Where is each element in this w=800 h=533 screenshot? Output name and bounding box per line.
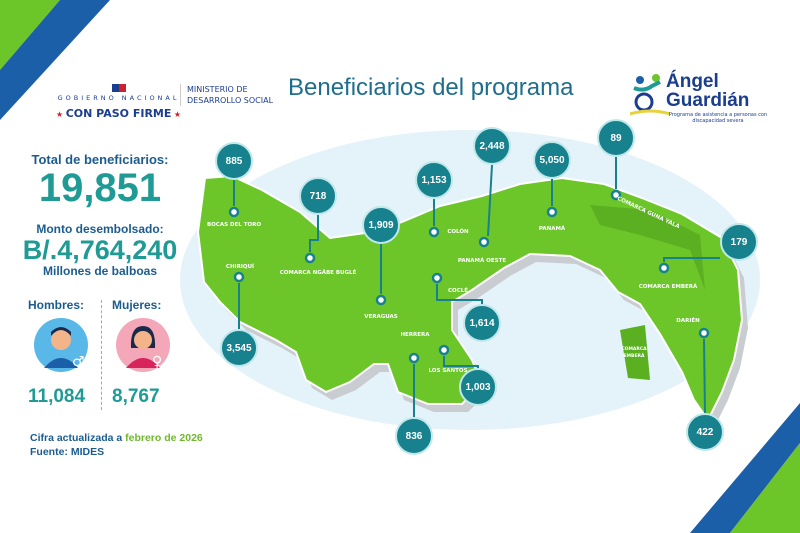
flag-icon xyxy=(111,84,126,92)
page-title: Beneficiarios del programa xyxy=(288,74,574,101)
region-label-veraguas: VERAGUAS xyxy=(364,314,398,320)
location-pin-icon xyxy=(658,262,670,274)
comarca-guna-yala-region xyxy=(590,205,705,290)
government-logo: GOBIERNO NACIONAL ★ CON PASO FIRME ★ xyxy=(56,84,181,121)
connector-lines xyxy=(233,157,720,417)
value-bubble-chiriqui: 3,545 xyxy=(220,329,258,367)
amount-value: B/.4,764,240 xyxy=(22,235,178,265)
location-pin-icon xyxy=(438,344,450,356)
connector-comarca-ngabe-bugle xyxy=(309,215,319,252)
updated-date: febrero de 2026 xyxy=(125,432,203,444)
comarca-embera-region xyxy=(620,325,650,380)
value-bubble-herrera: 836 xyxy=(395,417,433,455)
location-pin-icon xyxy=(698,327,710,339)
region-label-bocas-del-toro: BOCAS DEL TORO xyxy=(206,222,262,228)
region-label-comarca-embera-small: COMARCA EMBERÁ xyxy=(621,347,647,359)
updated-prefix: Cifra actualizada a xyxy=(30,432,126,444)
logo-line1: Ángel xyxy=(666,71,719,92)
location-pin-icon xyxy=(375,294,387,306)
corner-decoration-top xyxy=(0,0,110,120)
women-label: Mujeres: xyxy=(112,298,162,312)
gov-line1: GOBIERNO NACIONAL xyxy=(57,94,180,102)
connector-comarca-embera xyxy=(663,257,720,262)
location-pin-icon xyxy=(431,272,443,284)
divider xyxy=(101,300,102,410)
woman-avatar-icon: ♀ xyxy=(116,318,170,372)
region-label-los-santos: LOS SANTOS xyxy=(428,368,468,374)
region-label-darien: DARIÉN xyxy=(676,318,700,324)
region-label-panama: PANAMÁ xyxy=(538,226,566,232)
corner-decoration-bottom xyxy=(690,403,800,533)
region-label-comarca-embera: COMARCA EMBERÁ xyxy=(638,284,698,290)
ministry-logo: MINISTERIO DE DESARROLLO SOCIAL xyxy=(180,84,290,106)
connector-darien xyxy=(703,338,706,414)
location-pin-icon xyxy=(610,189,622,201)
region-markers xyxy=(228,189,710,364)
location-pin-icon xyxy=(304,252,316,264)
total-label: Total de beneficiarios: xyxy=(31,152,169,167)
region-label-panama-oeste: PANAMÁ OESTE xyxy=(457,258,507,264)
location-pin-icon xyxy=(428,226,440,238)
gov-line2: CON PASO FIRME xyxy=(65,107,172,120)
location-pin-icon xyxy=(408,352,420,364)
value-bubble-cocle: 1,614 xyxy=(463,304,501,342)
location-pin-icon xyxy=(478,236,490,248)
logo-tagline: Programa de asistencia a personas con di… xyxy=(668,112,768,124)
value-bubble-comarca-embera: 179 xyxy=(720,223,758,261)
value-bubble-darien: 422 xyxy=(686,413,724,451)
value-bubble-colon: 1,153 xyxy=(415,161,453,199)
source: Fuente: MIDES xyxy=(30,446,105,458)
region-label-chiriqui: CHIRIQUÍ xyxy=(225,264,255,270)
value-bubble-veraguas: 1,909 xyxy=(362,206,400,244)
logo-line2: Guardián xyxy=(666,90,750,111)
value-bubble-bocas-del-toro: 885 xyxy=(215,142,253,180)
svg-text:♂: ♂ xyxy=(72,354,85,370)
connector-panama-oeste xyxy=(487,164,493,237)
total-value: 19,851 xyxy=(38,166,162,210)
location-pin-icon xyxy=(546,206,558,218)
footer: Cifra actualizada a febrero de 2026 Fuen… xyxy=(30,431,203,459)
amount-unit: Millones de balboas xyxy=(42,264,158,278)
value-bubble-comarca-ngabe-bugle: 718 xyxy=(299,177,337,215)
men-label: Hombres: xyxy=(28,298,85,312)
location-pin-icon xyxy=(233,271,245,283)
connector-cocle xyxy=(436,284,483,304)
region-label-colon: COLÓN xyxy=(447,229,469,235)
value-bubble-panama: 5,050 xyxy=(533,141,571,179)
value-bubble-panama-oeste: 2,448 xyxy=(473,127,511,165)
women-value: 8,767 xyxy=(112,386,160,407)
man-avatar-icon: ♂ xyxy=(34,318,88,372)
panama-shape xyxy=(196,174,744,422)
value-bubble-comarca-guna-yala: 89 xyxy=(597,119,635,157)
region-label-comarca-ngabe-bugle: COMARCA NGÄBE BUGLÉ xyxy=(279,270,357,276)
connector-los-santos xyxy=(443,356,479,368)
amount-label: Monto desembolsado: xyxy=(36,222,164,236)
ministry-line2: DESARROLLO SOCIAL xyxy=(187,96,274,105)
region-label-cocle: COCLÉ xyxy=(447,288,469,294)
program-figure-icon xyxy=(630,74,670,116)
location-pin-icon xyxy=(228,206,240,218)
svg-text:♀: ♀ xyxy=(152,354,162,370)
region-label-herrera: HERRERA xyxy=(400,332,430,338)
value-bubble-los-santos: 1,003 xyxy=(459,368,497,406)
ministry-line1: MINISTERIO DE xyxy=(187,85,248,94)
men-value: 11,084 xyxy=(28,386,86,407)
